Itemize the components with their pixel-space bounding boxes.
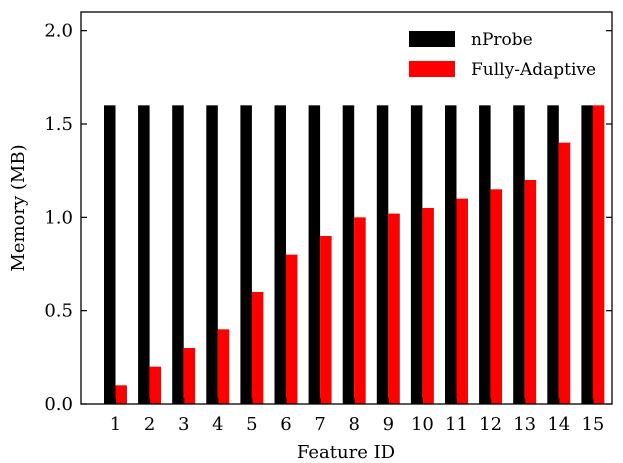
fully-adaptive-bar-7 [320, 236, 332, 404]
x-tick-label: 3 [178, 414, 189, 435]
fully-adaptive-bar-12 [490, 189, 503, 404]
x-tick-label: 12 [479, 414, 502, 435]
nprobe-bar-13 [513, 105, 525, 404]
x-tick-label: 7 [314, 414, 325, 435]
fully-adaptive-bar-9 [388, 213, 400, 404]
x-tick-label: 13 [513, 414, 536, 435]
legend-label: Fully-Adaptive [471, 60, 596, 80]
nprobe-bar-7 [308, 105, 321, 404]
x-tick-label: 14 [547, 414, 570, 435]
nprobe-bar-2 [138, 105, 150, 404]
fully-adaptive-bar-8 [354, 217, 366, 404]
legend-swatch [409, 31, 455, 47]
x-axis-ticks: 1 2 3 4 5 6 7 8 9 10 11 12 13 14 15 [110, 398, 604, 435]
nprobe-bar-12 [479, 105, 491, 404]
nprobe-bar-3 [172, 105, 184, 404]
nprobe-bar-9 [376, 105, 389, 404]
fully-adaptive-bar-13 [524, 180, 537, 404]
fully-adaptive-bar-14 [558, 142, 571, 405]
y-tick-label: 1.5 [44, 114, 73, 135]
fully-adaptive-bar-10 [422, 208, 434, 404]
x-tick-label: 15 [581, 414, 604, 435]
y-tick-label: 0.0 [44, 394, 73, 415]
axes-layer [80, 11, 613, 405]
y-tick-label: 0.5 [44, 301, 73, 322]
x-axis-label: Feature ID [297, 442, 395, 463]
y-axis-label: Memory (MB) [8, 144, 29, 271]
y-tick-label: 1.0 [44, 207, 73, 228]
nprobe-bar-4 [206, 105, 218, 404]
nprobe-bar-11 [445, 105, 457, 404]
nprobe-bar-1 [104, 105, 116, 404]
legend-label: nProbe [471, 30, 533, 50]
x-tick-label: 2 [144, 414, 155, 435]
fully-adaptive-bar-1 [115, 385, 127, 404]
fully-adaptive-bar-15 [592, 105, 605, 404]
legend-swatch [409, 61, 455, 77]
fully-adaptive-bar-2 [149, 366, 162, 404]
nprobe-bar-15 [581, 105, 593, 404]
y-axis-ticks: 0.0 0.5 1.0 1.5 2.0 [44, 21, 612, 415]
x-tick-label: 8 [348, 414, 359, 435]
nprobe-bar-14 [547, 105, 559, 404]
nprobe-bar-8 [342, 105, 355, 404]
x-tick-label: 6 [280, 414, 291, 435]
x-tick-label: 4 [212, 414, 223, 435]
plot-frame [80, 11, 613, 405]
nprobe-bar-5 [240, 105, 252, 404]
nprobe-bar-6 [274, 105, 286, 404]
y-tick-label: 2.0 [44, 21, 73, 42]
x-tick-label: 5 [246, 414, 257, 435]
fully-adaptive-bar-11 [456, 198, 468, 404]
fully-adaptive-bar-3 [183, 348, 196, 404]
legend: nProbe Fully-Adaptive [409, 30, 596, 80]
fully-adaptive-bar-5 [251, 292, 264, 404]
fully-adaptive-bar-6 [286, 254, 298, 404]
nprobe-bar-10 [410, 105, 423, 404]
bars-layer [104, 105, 605, 405]
x-tick-label: 9 [383, 414, 394, 435]
x-tick-label: 1 [110, 414, 121, 435]
x-tick-label: 10 [411, 414, 434, 435]
fully-adaptive-bar-4 [217, 329, 230, 404]
x-tick-label: 11 [445, 414, 468, 435]
